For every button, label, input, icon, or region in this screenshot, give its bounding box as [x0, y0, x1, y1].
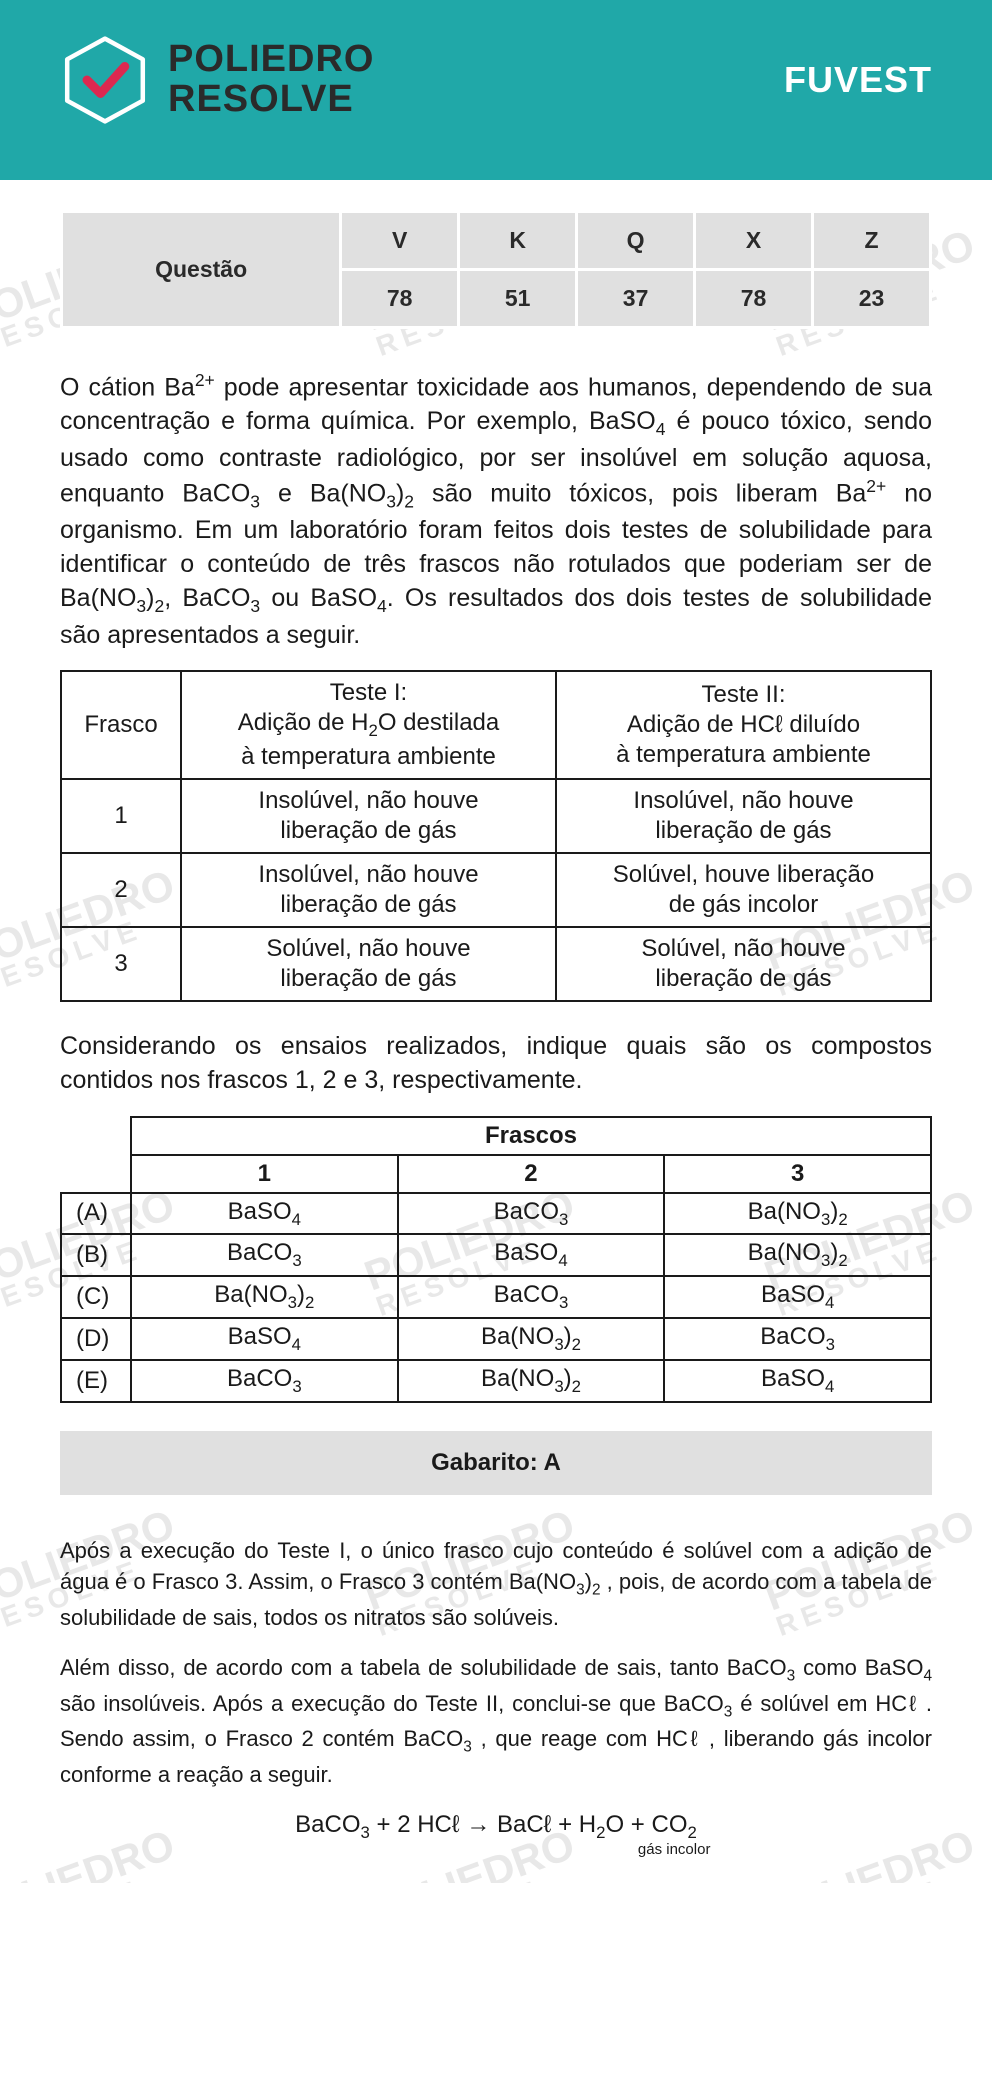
- table-row: 1 Insolúvel, não houveliberação de gás I…: [61, 779, 931, 853]
- chemical-equation: BaCO3 + 2 HCℓ → BaCℓ + H2O + CO2 gás inc…: [60, 1811, 932, 1843]
- answer-key: Gabarito: A: [60, 1431, 932, 1495]
- table-row: (C) Ba(NO3)2 BaCO3 BaSO4: [61, 1276, 931, 1318]
- col-z: Z: [813, 212, 931, 270]
- cell-frasco: 1: [61, 779, 181, 853]
- opt-b: (B): [61, 1234, 131, 1276]
- page-header: POLIEDRO RESOLVE FUVEST: [0, 0, 992, 180]
- answer-options-table: Frascos 1 2 3 (A) BaSO4 BaCO3 Ba(NO3)2 (…: [60, 1116, 932, 1403]
- brand-block: POLIEDRO RESOLVE: [60, 35, 374, 125]
- opt-a: (A): [61, 1193, 131, 1235]
- brand-line2: RESOLVE: [168, 80, 374, 120]
- cell-frasco: 3: [61, 927, 181, 1001]
- opt-b-2: BaSO4: [398, 1234, 665, 1276]
- col-v: V: [341, 212, 459, 270]
- gas-formula: CO2: [652, 1811, 697, 1838]
- solubility-test-table: Frasco Teste I:Adição de H2O destiladaà …: [60, 670, 932, 1002]
- table-row: (D) BaSO4 Ba(NO3)2 BaCO3: [61, 1318, 931, 1360]
- th-teste2: Teste II:Adição de HCℓ diluídoà temperat…: [556, 671, 931, 779]
- opt-d-3: BaCO3: [664, 1318, 931, 1360]
- question-paragraph-1: O cátion Ba2+ pode apresentar toxicidade…: [60, 369, 932, 652]
- equation-gas: CO2 gás incolor: [652, 1811, 697, 1843]
- opt-c: (C): [61, 1276, 131, 1318]
- val-v: 78: [341, 270, 459, 328]
- opt-c-2: BaCO3: [398, 1276, 665, 1318]
- th-teste1: Teste I:Adição de H2O destiladaà tempera…: [181, 671, 556, 779]
- opt-a-1: BaSO4: [131, 1193, 398, 1235]
- table-row: (B) BaCO3 BaSO4 Ba(NO3)2: [61, 1234, 931, 1276]
- brand-line1: POLIEDRO: [168, 40, 374, 80]
- cell-t1: Solúvel, não houveliberação de gás: [181, 927, 556, 1001]
- equation-lhs: BaCO3 + 2 HCℓ → BaCℓ + H2O +: [295, 1811, 651, 1838]
- opt-d-2: Ba(NO3)2: [398, 1318, 665, 1360]
- col-k: K: [459, 212, 577, 270]
- opt-b-1: BaCO3: [131, 1234, 398, 1276]
- table-row: (E) BaCO3 Ba(NO3)2 BaSO4: [61, 1360, 931, 1402]
- val-q: 37: [577, 270, 695, 328]
- cell-frasco: 2: [61, 853, 181, 927]
- th-frasco: Frasco: [61, 671, 181, 779]
- table-row: 2 Insolúvel, não houveliberação de gás S…: [61, 853, 931, 927]
- th-frascos: Frascos: [131, 1117, 931, 1155]
- opt-e-2: Ba(NO3)2: [398, 1360, 665, 1402]
- opt-e: (E): [61, 1360, 131, 1402]
- cell-t2: Insolúvel, não houveliberação de gás: [556, 779, 931, 853]
- th-col1: 1: [131, 1155, 398, 1193]
- question-paragraph-2: Considerando os ensaios realizados, indi…: [60, 1030, 932, 1098]
- val-k: 51: [459, 270, 577, 328]
- opt-d-1: BaSO4: [131, 1318, 398, 1360]
- exam-name: FUVEST: [784, 59, 932, 101]
- table-row: 3 Solúvel, não houveliberação de gás Sol…: [61, 927, 931, 1001]
- cell-t1: Insolúvel, não houveliberação de gás: [181, 853, 556, 927]
- cell-t2: Solúvel, houve liberaçãode gás incolor: [556, 853, 931, 927]
- question-index-table: Questão V K Q X Z 78 51 37 78 23: [60, 210, 932, 329]
- explanation-p2: Além disso, de acordo com a tabela de so…: [60, 1652, 932, 1791]
- col-q: Q: [577, 212, 695, 270]
- gas-label: gás incolor: [638, 1841, 711, 1858]
- question-label: Questão: [62, 212, 341, 328]
- hexagon-check-icon: [60, 35, 150, 125]
- explanation-p1: Após a execução do Teste I, o único fras…: [60, 1535, 932, 1635]
- cell-t2: Solúvel, não houveliberação de gás: [556, 927, 931, 1001]
- opt-a-2: BaCO3: [398, 1193, 665, 1235]
- opt-c-1: Ba(NO3)2: [131, 1276, 398, 1318]
- opt-e-1: BaCO3: [131, 1360, 398, 1402]
- th-col2: 2: [398, 1155, 665, 1193]
- opt-b-3: Ba(NO3)2: [664, 1234, 931, 1276]
- col-x: X: [695, 212, 813, 270]
- val-z: 23: [813, 270, 931, 328]
- opt-e-3: BaSO4: [664, 1360, 931, 1402]
- th-col3: 3: [664, 1155, 931, 1193]
- opt-a-3: Ba(NO3)2: [664, 1193, 931, 1235]
- opt-c-3: BaSO4: [664, 1276, 931, 1318]
- cell-t1: Insolúvel, não houveliberação de gás: [181, 779, 556, 853]
- table-row: (A) BaSO4 BaCO3 Ba(NO3)2: [61, 1193, 931, 1235]
- opt-d: (D): [61, 1318, 131, 1360]
- brand-title: POLIEDRO RESOLVE: [168, 40, 374, 120]
- val-x: 78: [695, 270, 813, 328]
